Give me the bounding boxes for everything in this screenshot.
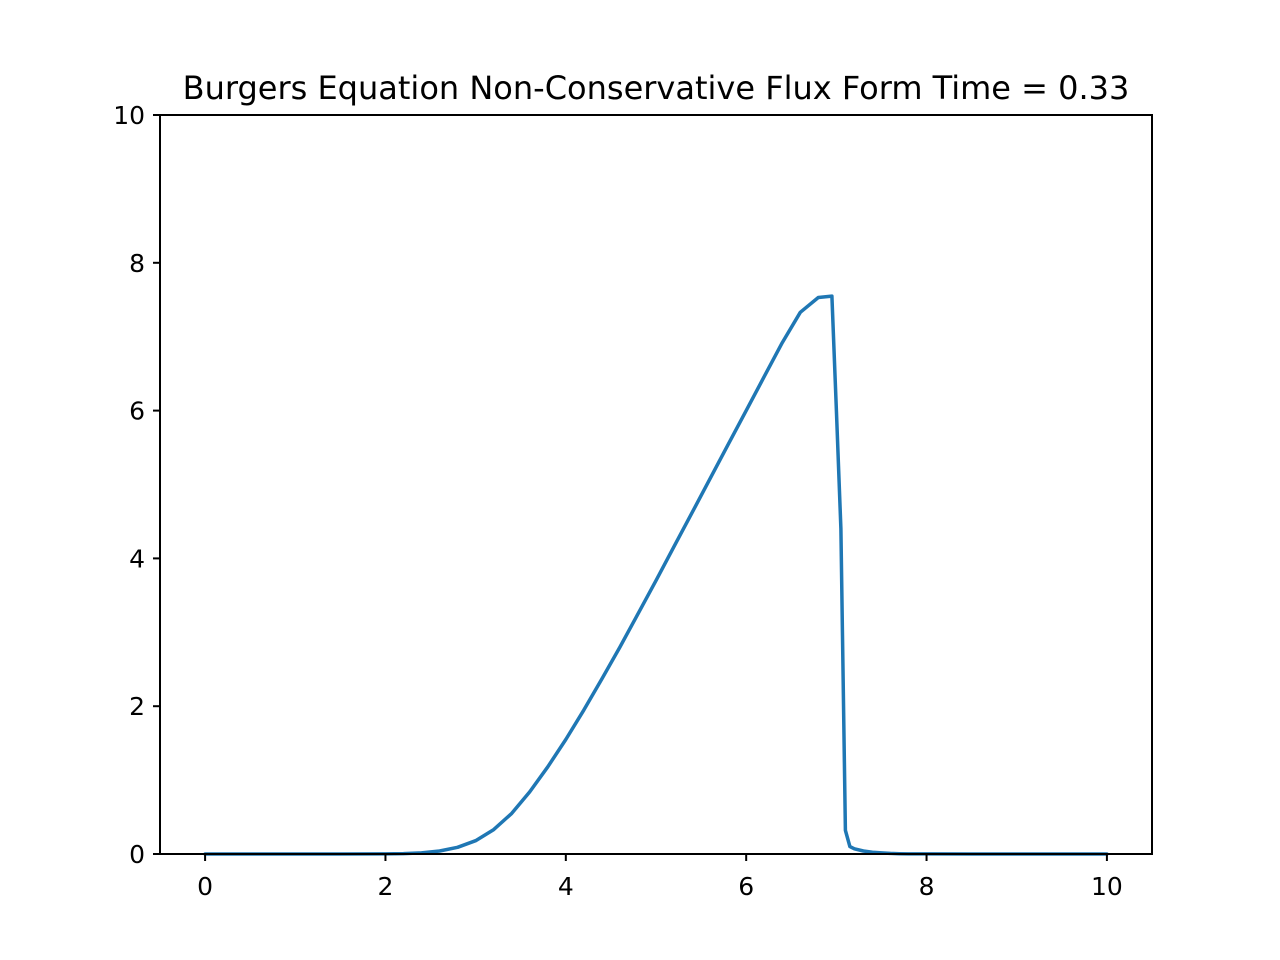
- x-tick-label: 2: [378, 872, 394, 901]
- y-tick-label: 2: [129, 692, 145, 721]
- y-axis: 0 2 4 6 8 10: [113, 101, 160, 869]
- y-tick-label: 10: [113, 101, 145, 130]
- chart-title: Burgers Equation Non-Conservative Flux F…: [183, 69, 1130, 107]
- axes-frame: [159, 114, 1153, 855]
- y-tick-label: 4: [129, 544, 145, 573]
- series-line: [203, 294, 1109, 856]
- y-tick-label: 6: [129, 397, 145, 426]
- x-tick-label: 6: [738, 872, 754, 901]
- x-tick-label: 4: [558, 872, 574, 901]
- y-tick-label: 0: [129, 840, 145, 869]
- plot-area: [159, 114, 1153, 856]
- x-axis: 0 2 4 6 8 10: [197, 854, 1123, 901]
- x-tick-label: 8: [919, 872, 935, 901]
- x-tick-label: 10: [1091, 872, 1123, 901]
- y-tick-label: 8: [129, 249, 145, 278]
- x-tick-label: 0: [197, 872, 213, 901]
